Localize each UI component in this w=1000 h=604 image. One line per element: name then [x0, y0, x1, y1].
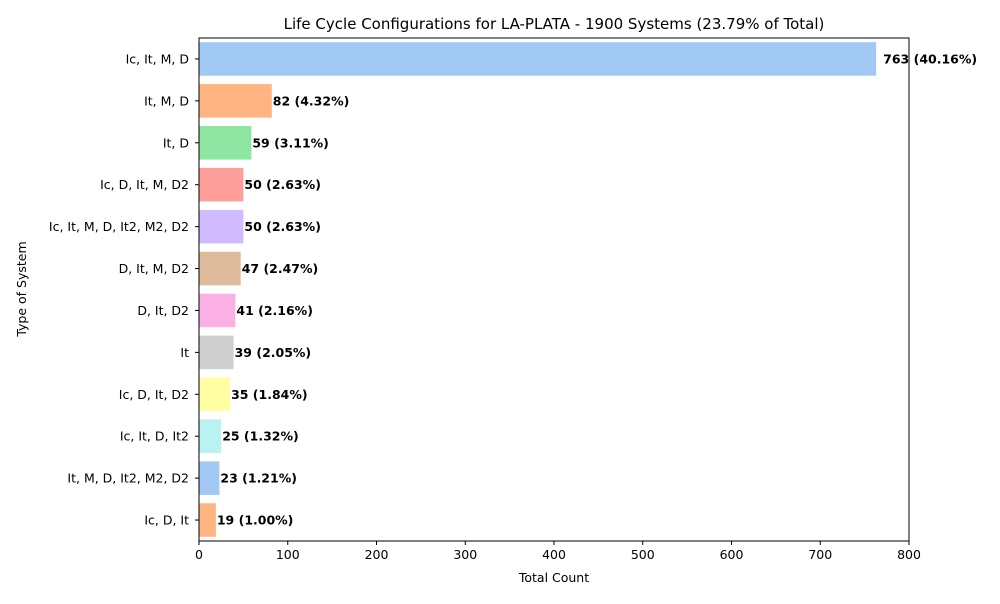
bar-value-label: 41 (2.16%)	[236, 303, 313, 318]
bar	[199, 461, 220, 495]
bar-value-label: 39 (2.05%)	[235, 345, 312, 360]
y-tick-label: It, M, D, It2, M2, D2	[67, 471, 189, 486]
x-tick-label: 400	[542, 547, 566, 562]
bar	[199, 419, 222, 453]
y-tick-label: D, It, D2	[137, 303, 189, 318]
x-tick-label: 600	[720, 547, 744, 562]
y-tick-label: Ic, D, It, D2	[119, 387, 189, 402]
y-tick-label: It, M, D	[144, 93, 189, 108]
bar-value-label: 47 (2.47%)	[242, 261, 319, 276]
x-tick-label: 700	[808, 547, 832, 562]
bar	[199, 84, 272, 118]
x-tick-label: 800	[897, 547, 921, 562]
bars-group	[199, 42, 877, 537]
y-tick-label: D, It, M, D2	[119, 261, 189, 276]
bar-value-label: 59 (3.11%)	[252, 135, 329, 150]
x-tick-label: 100	[276, 547, 300, 562]
y-tick-label: Ic, It, M, D	[126, 51, 189, 66]
x-tick-label: 300	[453, 547, 477, 562]
x-tick-label: 500	[631, 547, 655, 562]
bar	[199, 42, 877, 76]
bar-value-label: 19 (1.00%)	[217, 513, 294, 528]
data-labels-group: 763 (40.16%) 82 (4.32%) 59 (3.11%) 50 (2.63…	[217, 51, 977, 527]
bar	[199, 251, 241, 286]
bar	[199, 167, 244, 202]
bar-value-label: 23 (1.21%)	[220, 471, 297, 486]
bar	[199, 209, 244, 244]
x-axis-ticks: 0 100 200 300 400 500 600 700 800	[195, 541, 921, 562]
y-tick-label: It	[180, 345, 189, 360]
y-axis-label: Type of System	[14, 241, 29, 337]
bar	[199, 126, 252, 160]
y-tick-label: Ic, It, D, It2	[120, 429, 189, 444]
x-tick-label: 200	[365, 547, 389, 562]
bar	[199, 503, 216, 537]
x-tick-label: 0	[195, 547, 203, 562]
bar-value-label: 763 (40.16%)	[883, 51, 977, 66]
chart-title: Life Cycle Configurations for LA-PLATA -…	[284, 15, 825, 33]
bar	[199, 335, 234, 370]
y-axis-ticks: Ic, It, M, D It, M, D It, D Ic, D, It, M, D…	[49, 51, 199, 528]
bar	[199, 293, 236, 328]
plot-frame	[198, 37, 910, 542]
x-axis-label: Total Count	[518, 570, 589, 585]
bar-value-label: 50 (2.63%)	[244, 177, 321, 192]
bar-value-label: 25 (1.32%)	[222, 429, 299, 444]
y-tick-label: It, D	[163, 135, 189, 150]
bar-value-label: 82 (4.32%)	[273, 93, 350, 108]
y-tick-label: Ic, D, It, M, D2	[100, 177, 189, 192]
bar-value-label: 35 (1.84%)	[231, 387, 308, 402]
y-tick-label: Ic, It, M, D, It2, M2, D2	[49, 219, 189, 234]
y-tick-label: Ic, D, It	[144, 513, 189, 528]
bar	[199, 377, 231, 412]
bar-value-label: 50 (2.63%)	[244, 219, 321, 234]
